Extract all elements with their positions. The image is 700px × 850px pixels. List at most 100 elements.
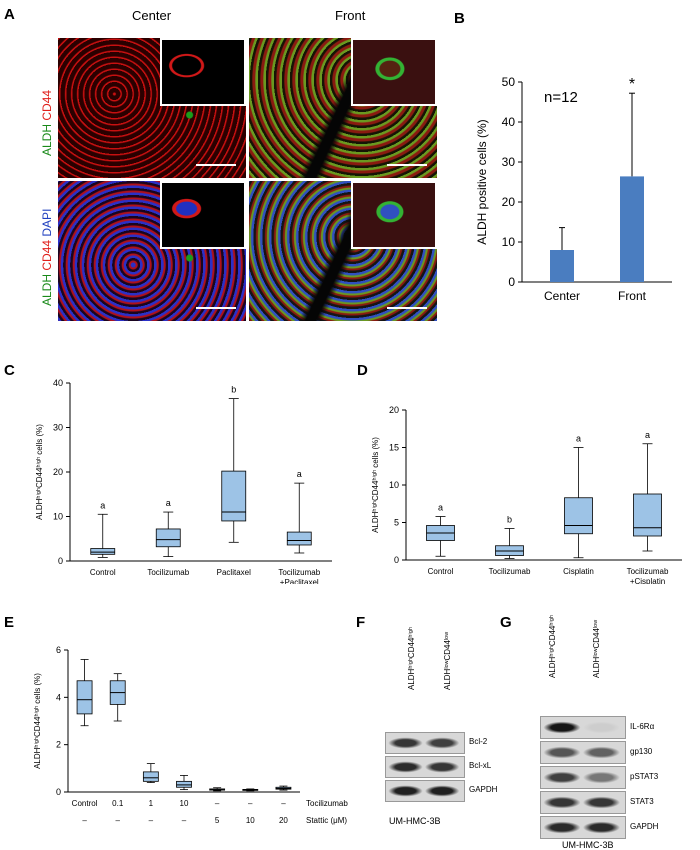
- box: [633, 493, 662, 537]
- y-axis-label: ALDH positive cells (%): [475, 119, 489, 244]
- chart-panel-b: 0 10 20 30 40 50 ALDH positive cells (%) n=12 Ce…: [475, 75, 672, 303]
- scale-bar: [387, 307, 427, 309]
- col-title-center: Center: [132, 8, 172, 23]
- micrograph-front-aldh-cd44-dapi: [249, 181, 437, 321]
- x-tick-label: Tocilizumab: [627, 567, 669, 576]
- box: [90, 548, 116, 555]
- cell-line-label: UM-HMC-3B: [562, 840, 614, 850]
- x-tick-label: Tocilizumab: [278, 568, 320, 577]
- x-tick-label: 1: [149, 799, 154, 808]
- stattic-value: 10: [246, 816, 255, 825]
- stattic-value: –: [182, 816, 187, 825]
- y-tick-label: 4: [56, 692, 61, 702]
- group-letter: a: [297, 469, 302, 479]
- chart-panel-c: 0 10 20 30 40 ALDHʰⁱᵍʰCD44ʰⁱᵍʰ cells (%) a Cont…: [35, 378, 332, 584]
- scale-bar: [196, 307, 236, 309]
- band-label: Bcl-2: [469, 737, 488, 746]
- y-tick-label: 20: [53, 467, 63, 477]
- panel-label-d: D: [357, 362, 368, 379]
- panel-label-g: G: [500, 614, 512, 631]
- y-tick-label: 15: [389, 443, 399, 453]
- box: [155, 528, 181, 548]
- band-label: STAT3: [630, 796, 654, 806]
- y-axis-label: ALDHʰⁱᵍʰCD44ʰⁱᵍʰ cells (%): [35, 424, 44, 520]
- blot-strip-gp130: [540, 741, 626, 764]
- chart-panel-d: 0 5 10 15 20 ALDHʰⁱᵍʰCD44ʰⁱᵍʰ cells (%) a Contr…: [371, 405, 682, 584]
- lane-label: ALDHʰⁱᵍʰCD44ʰⁱᵍʰ: [407, 627, 416, 690]
- bar-front: [620, 176, 644, 282]
- band-label: GAPDH: [469, 785, 498, 794]
- y-tick-label: 10: [53, 512, 63, 522]
- group-letter: a: [576, 434, 581, 444]
- cell-line-label: UM-HMC-3B: [389, 816, 441, 826]
- panel-label-f: F: [356, 614, 366, 631]
- group-letter: a: [100, 500, 105, 510]
- x-tick-label: Front: [618, 289, 647, 303]
- group-letter: a: [438, 503, 443, 513]
- x-tick-label: –: [215, 799, 220, 808]
- stattic-value: –: [115, 816, 120, 825]
- y-tick-label: 40: [502, 115, 516, 129]
- y-tick-label: 5: [394, 518, 399, 528]
- y-tick-label: 10: [389, 480, 399, 490]
- box: [176, 780, 192, 788]
- x-tick-label: Control: [90, 568, 116, 577]
- lane-label: ALDHˡᵒʷCD44ˡᵒʷ: [592, 619, 601, 678]
- row-label-stattic: Stattic (μM): [306, 816, 347, 825]
- box: [286, 531, 312, 546]
- band-label: pSTAT3: [630, 771, 659, 781]
- scale-bar: [387, 164, 427, 166]
- x-tick-label: Control: [428, 567, 454, 576]
- x-tick-label: 10: [180, 799, 189, 808]
- blot-strip-il6r: [540, 716, 626, 739]
- x-tick-label: Control: [72, 799, 98, 808]
- stattic-value: –: [82, 816, 87, 825]
- row-label-tocilizumab: Tocilizumab (μM): [306, 799, 350, 808]
- y-tick-label: 0: [508, 275, 515, 289]
- group-letter: a: [645, 430, 650, 440]
- row1-stain-label: ALDH CD44: [40, 89, 54, 156]
- x-tick-label: –: [281, 799, 286, 808]
- blot-strip-bclxl: [385, 756, 465, 778]
- group-letter: b: [231, 385, 236, 395]
- y-tick-label: 30: [502, 155, 516, 169]
- y-tick-label: 0: [394, 555, 399, 565]
- stattic-value: –: [149, 816, 154, 825]
- x-tick-label: –: [248, 799, 253, 808]
- group-letter: b: [507, 515, 512, 525]
- x-tick-label: Tocilizumab: [489, 567, 531, 576]
- x-tick-label: 0.1: [112, 799, 124, 808]
- band-label: gp130: [630, 746, 653, 756]
- col-title-front: Front: [335, 8, 366, 23]
- box: [564, 497, 593, 535]
- scale-bar: [196, 164, 236, 166]
- y-tick-label: 40: [53, 378, 63, 388]
- x-tick-label: Paclitaxel: [217, 568, 251, 577]
- micrograph-center-aldh-cd44: [58, 38, 246, 178]
- western-blot-f: ALDHʰⁱᵍʰCD44ʰⁱᵍʰ ALDHˡᵒʷCD44ˡᵒʷ Bcl-2 Bcl-x…: [385, 620, 498, 826]
- panel-label-e: E: [4, 614, 15, 631]
- box: [76, 680, 93, 715]
- y-tick-label: 10: [502, 235, 516, 249]
- group-letter: a: [166, 498, 171, 508]
- stattic-value: 5: [215, 816, 220, 825]
- stattic-value: 20: [279, 816, 288, 825]
- y-tick-label: 50: [502, 75, 516, 89]
- x-tick-label: Tocilizumab: [147, 568, 189, 577]
- micrograph-front-aldh-cd44: [249, 38, 437, 178]
- y-tick-label: 20: [502, 195, 516, 209]
- x-tick-label: Center: [544, 289, 580, 303]
- inset-center-bottom: [160, 181, 246, 249]
- panel-label-a: A: [4, 6, 15, 23]
- significance-mark: *: [629, 76, 635, 93]
- row2-stain-label: ALDH CD44 DAPI: [40, 208, 54, 306]
- box: [221, 470, 247, 522]
- inset-center-top: [160, 38, 246, 106]
- inset-front-bottom: [351, 181, 437, 249]
- micrograph-center-aldh-cd44-dapi: [58, 181, 246, 321]
- y-tick-label: 0: [58, 556, 63, 566]
- inset-front-top: [351, 38, 437, 106]
- blot-strip-bcl2: [385, 732, 465, 754]
- x-tick-label: +Paclitaxel: [280, 578, 319, 584]
- chart-panel-e: 0 2 4 6 ALDHʰⁱᵍʰCD44ʰⁱᵍʰ cells (%) Control – 0.…: [33, 645, 350, 825]
